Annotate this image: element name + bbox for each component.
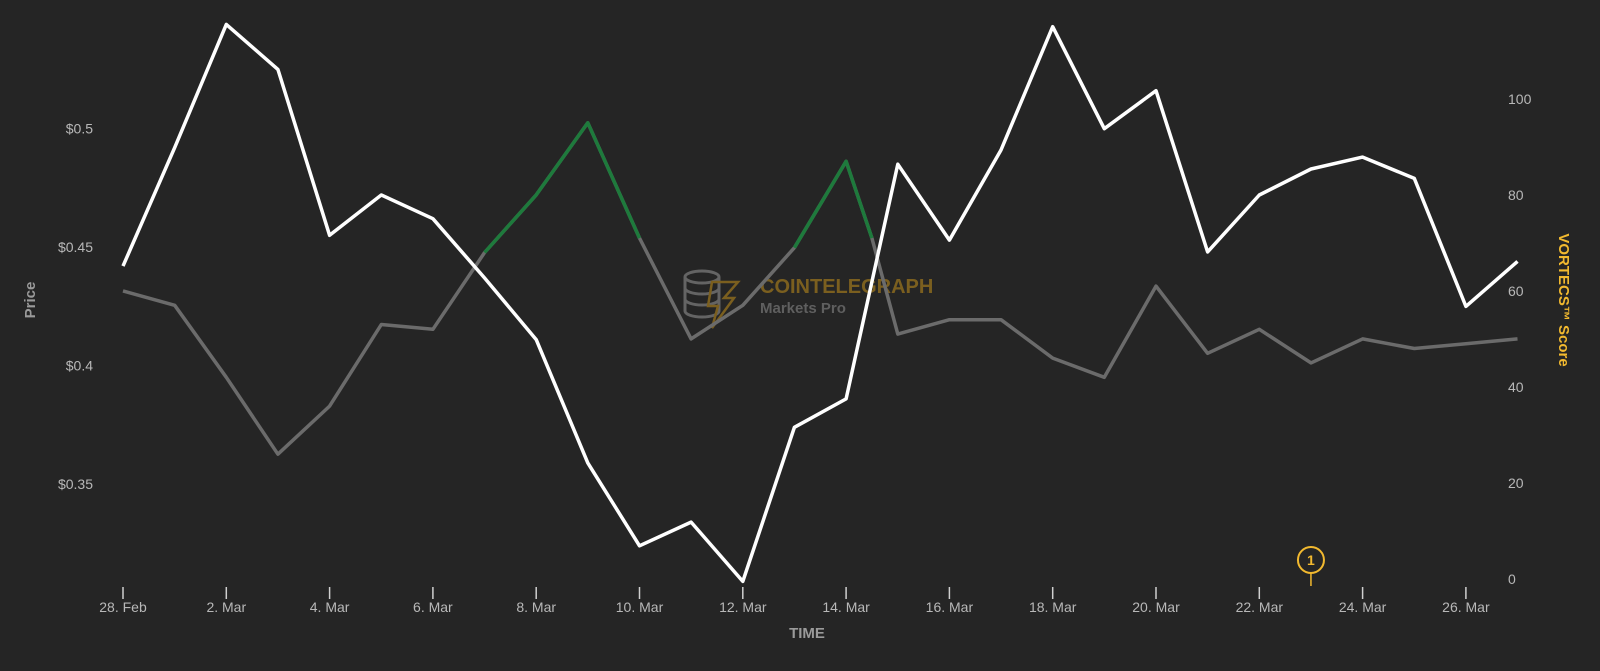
y-tick-label: $0.4: [66, 358, 93, 374]
x-tick-label: 24. Mar: [1339, 599, 1387, 615]
x-tick-label: 14. Mar: [822, 599, 870, 615]
x-tick-label: 10. Mar: [616, 599, 664, 615]
y2-tick-label: 80: [1508, 187, 1524, 203]
score-highlight-segment: [485, 123, 640, 253]
x-tick-label: 8. Mar: [516, 599, 556, 615]
watermark-sub: Markets Pro: [760, 300, 846, 317]
y2-tick-label: 20: [1508, 475, 1524, 491]
y2-tick-label: 60: [1508, 283, 1524, 299]
x-tick-label: 20. Mar: [1132, 599, 1180, 615]
x-tick-label: 28. Feb: [99, 599, 147, 615]
annotation-label: 1: [1307, 552, 1315, 568]
watermark-brand: COINTELEGRAPH: [760, 276, 933, 298]
coin-stack-icon: [685, 271, 719, 317]
x-tick-label: 16. Mar: [926, 599, 974, 615]
x-tick-label: 2. Mar: [206, 599, 246, 615]
x-tick-label: 26. Mar: [1442, 599, 1490, 615]
x-tick-label: 12. Mar: [719, 599, 767, 615]
y-tick-label: $0.5: [66, 121, 93, 137]
x-tick-label: 18. Mar: [1029, 599, 1077, 615]
x-tick-label: 4. Mar: [310, 599, 350, 615]
y2-axis-title: VORTECS™ Score: [1555, 233, 1572, 366]
y2-tick-label: 0: [1508, 571, 1516, 587]
x-tick-label: 6. Mar: [413, 599, 453, 615]
x-axis-title: TIME: [789, 625, 825, 642]
score-highlight-segment: [794, 161, 872, 247]
y-axis-ticks: $0.35 $0.4 $0.45 $0.5: [58, 121, 93, 493]
y-tick-label: $0.35: [58, 476, 93, 492]
y2-tick-label: 100: [1508, 91, 1532, 107]
y-tick-label: $0.45: [58, 239, 93, 255]
annotation-marker[interactable]: 1: [1298, 547, 1324, 586]
x-tick-label: 22. Mar: [1236, 599, 1284, 615]
y2-tick-label: 40: [1508, 379, 1524, 395]
y-axis-title: Price: [22, 282, 39, 319]
x-axis-ticks: 28. Feb 2. Mar 4. Mar 6. Mar 8. Mar 10. Mar 12…: [99, 587, 1490, 615]
lightning-icon: [708, 282, 738, 328]
